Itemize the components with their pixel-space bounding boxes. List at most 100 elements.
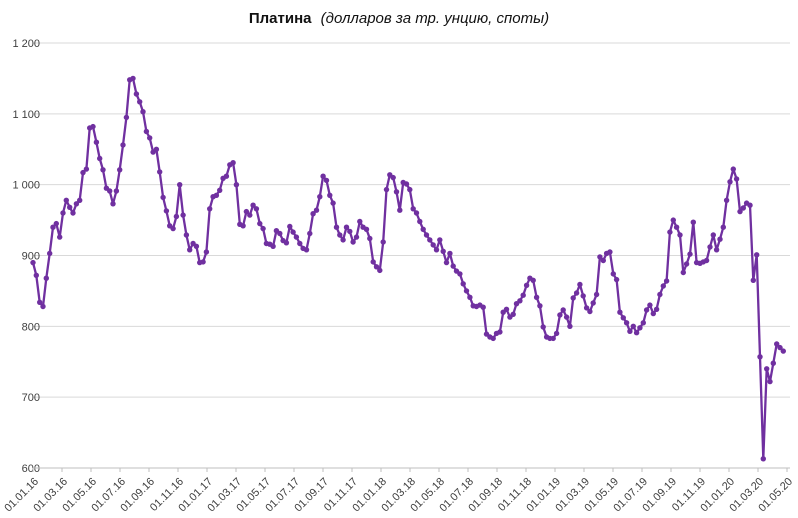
data-point [643, 307, 650, 313]
data-point [67, 204, 73, 210]
data-point [613, 276, 620, 283]
data-point [754, 252, 760, 258]
data-point [90, 123, 96, 130]
data-point [317, 194, 323, 200]
data-point [100, 167, 106, 173]
data-point [623, 320, 630, 326]
data-point [740, 205, 746, 211]
data-point [627, 328, 633, 334]
data-point [40, 303, 46, 310]
data-point [757, 354, 763, 360]
y-axis-tick-label: 1 000 [12, 180, 40, 192]
data-point [407, 186, 413, 193]
data-point [590, 300, 596, 306]
data-point [583, 305, 590, 311]
data-point [630, 323, 636, 329]
data-point [747, 202, 753, 208]
data-point [97, 155, 103, 162]
data-point [373, 264, 380, 270]
data-point [77, 197, 83, 203]
data-point [53, 220, 59, 227]
data-point [427, 237, 433, 243]
data-point [577, 281, 583, 288]
data-point [250, 202, 256, 208]
data-point [777, 344, 783, 351]
data-point [530, 277, 536, 283]
data-point [183, 232, 190, 238]
data-point [413, 210, 420, 216]
data-point [637, 325, 643, 331]
data-point [290, 229, 296, 235]
y-axis-tick-label: 700 [22, 392, 40, 404]
data-point [143, 128, 150, 135]
price-line [31, 77, 785, 460]
data-point [153, 146, 160, 152]
data-point [213, 192, 220, 198]
data-point [780, 348, 786, 354]
data-point [50, 224, 56, 230]
data-point [60, 210, 66, 216]
data-point [223, 173, 230, 179]
data-point [537, 303, 543, 309]
data-point [283, 240, 290, 246]
data-point [43, 275, 49, 281]
data-point [560, 307, 566, 313]
y-axis-tick-label: 1 200 [12, 38, 40, 50]
data-point [423, 232, 430, 238]
data-point [433, 247, 440, 253]
data-point [80, 169, 86, 176]
data-point [437, 237, 443, 243]
data-point [683, 261, 690, 267]
data-point [737, 208, 743, 215]
data-point [443, 259, 450, 266]
data-point [567, 323, 573, 329]
data-point [333, 224, 340, 230]
data-point [120, 142, 126, 148]
data-point [390, 174, 396, 181]
data-point [307, 230, 313, 237]
data-point [620, 315, 626, 321]
data-point [667, 229, 673, 235]
data-point [713, 247, 720, 253]
data-point [720, 224, 726, 230]
data-point [243, 208, 250, 215]
data-point [107, 188, 113, 194]
data-point [673, 224, 680, 230]
data-point [663, 278, 670, 284]
y-axis-tick-label: 900 [22, 251, 40, 263]
data-point [147, 135, 153, 141]
data-point [327, 192, 333, 198]
data-point [764, 366, 770, 372]
data-point [93, 139, 100, 145]
data-point [397, 207, 403, 213]
data-point [653, 306, 660, 312]
data-point [463, 288, 470, 294]
data-point [63, 197, 69, 203]
data-point [687, 251, 693, 257]
data-point [670, 217, 676, 223]
data-point [587, 308, 593, 315]
data-point [113, 188, 120, 194]
data-point [520, 292, 526, 298]
data-point [617, 309, 623, 315]
data-point [597, 254, 603, 260]
data-point [303, 247, 310, 253]
data-point [563, 314, 570, 320]
data-point [553, 330, 560, 337]
data-point [287, 223, 293, 230]
data-point [217, 187, 223, 193]
data-point [293, 234, 300, 240]
data-point [750, 277, 756, 283]
data-point [323, 177, 330, 184]
data-point [550, 335, 556, 342]
data-point [707, 244, 713, 250]
data-point [170, 225, 176, 232]
data-point [330, 200, 336, 206]
data-point [460, 281, 466, 287]
data-point [47, 250, 53, 257]
data-point [313, 207, 320, 213]
data-point [337, 232, 343, 238]
data-point [83, 166, 90, 172]
